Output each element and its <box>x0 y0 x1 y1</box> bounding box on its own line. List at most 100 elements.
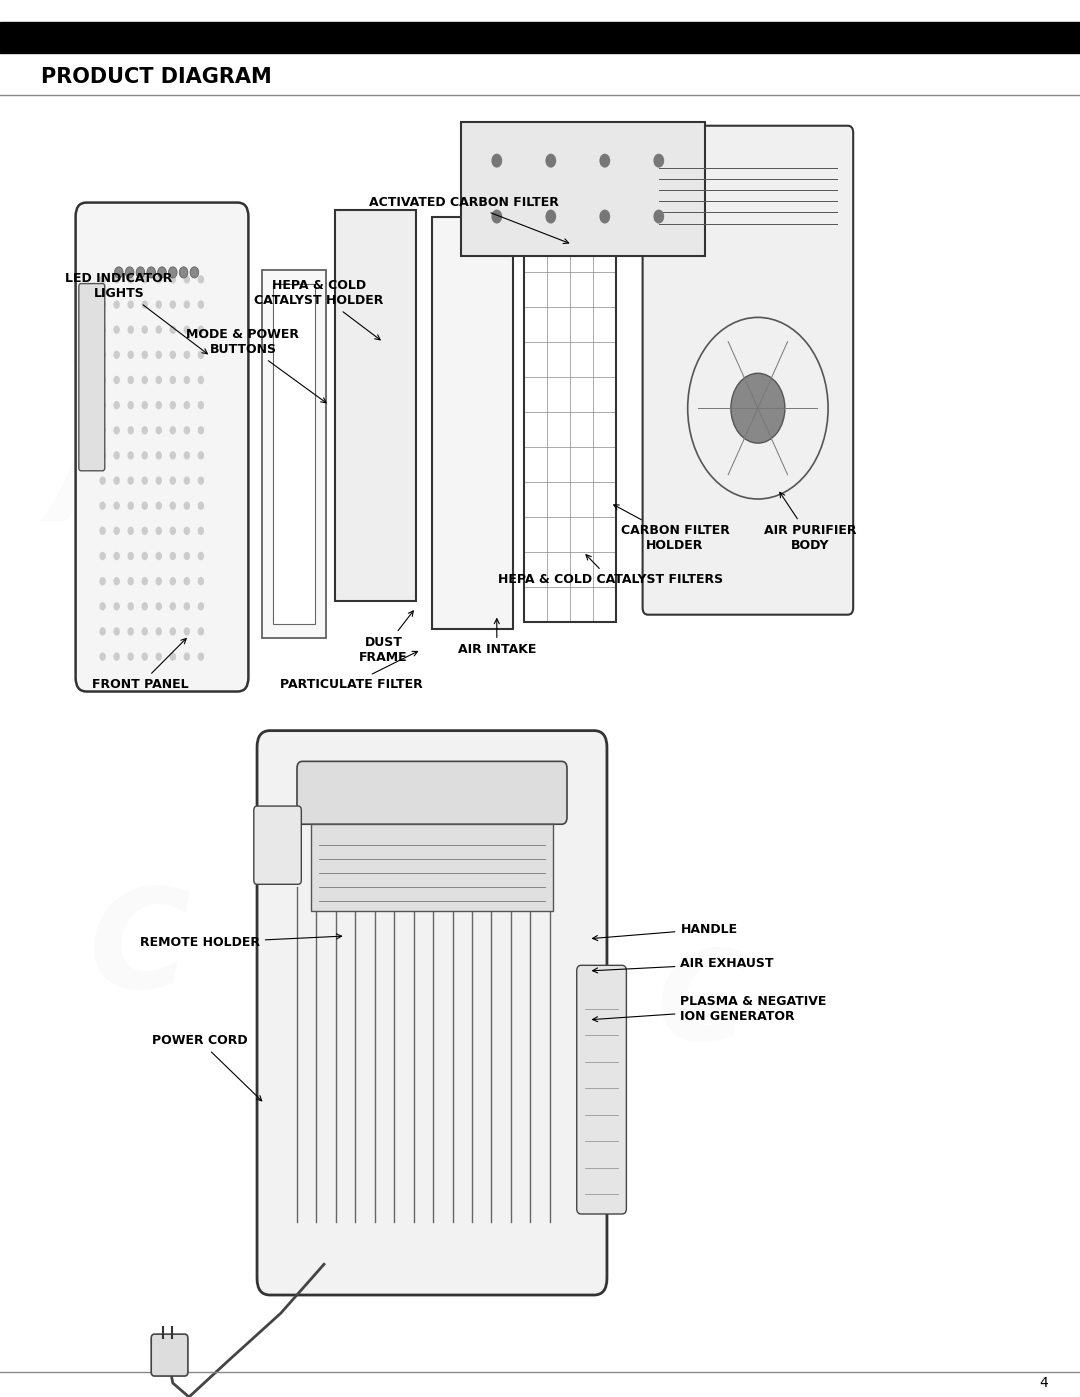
Circle shape <box>156 527 162 535</box>
Circle shape <box>99 652 106 661</box>
Text: MODE & POWER
BUTTONS: MODE & POWER BUTTONS <box>187 328 326 402</box>
Circle shape <box>184 451 190 460</box>
Circle shape <box>198 627 204 636</box>
Circle shape <box>156 275 162 284</box>
Circle shape <box>127 401 134 409</box>
Circle shape <box>184 527 190 535</box>
Text: CARBON FILTER
HOLDER: CARBON FILTER HOLDER <box>613 504 729 552</box>
Circle shape <box>113 476 120 485</box>
Circle shape <box>141 502 148 510</box>
Circle shape <box>156 451 162 460</box>
Circle shape <box>113 376 120 384</box>
Circle shape <box>184 476 190 485</box>
FancyBboxPatch shape <box>335 210 416 601</box>
Text: C: C <box>721 233 834 381</box>
Circle shape <box>127 577 134 585</box>
Circle shape <box>127 451 134 460</box>
Circle shape <box>198 451 204 460</box>
Circle shape <box>170 376 176 384</box>
Circle shape <box>127 326 134 334</box>
Circle shape <box>99 376 106 384</box>
Text: POWER CORD: POWER CORD <box>152 1034 261 1101</box>
Circle shape <box>184 577 190 585</box>
Circle shape <box>127 300 134 309</box>
Circle shape <box>113 275 120 284</box>
Circle shape <box>141 577 148 585</box>
Text: AIR EXHAUST: AIR EXHAUST <box>593 957 774 972</box>
Circle shape <box>184 602 190 610</box>
Circle shape <box>127 527 134 535</box>
Circle shape <box>141 426 148 434</box>
Circle shape <box>198 476 204 485</box>
Circle shape <box>127 652 134 661</box>
Circle shape <box>599 154 610 168</box>
Circle shape <box>170 502 176 510</box>
FancyBboxPatch shape <box>432 217 513 629</box>
FancyBboxPatch shape <box>577 965 626 1214</box>
Circle shape <box>168 267 177 278</box>
FancyBboxPatch shape <box>297 761 567 824</box>
Circle shape <box>170 627 176 636</box>
Circle shape <box>491 210 502 224</box>
Text: FRONT PANEL: FRONT PANEL <box>92 638 189 692</box>
Circle shape <box>113 552 120 560</box>
Circle shape <box>158 267 166 278</box>
Circle shape <box>198 426 204 434</box>
Circle shape <box>114 267 123 278</box>
Text: C: C <box>657 946 747 1066</box>
Circle shape <box>141 527 148 535</box>
Text: ACTIVATED CARBON FILTER: ACTIVATED CARBON FILTER <box>369 196 569 243</box>
Circle shape <box>184 552 190 560</box>
Circle shape <box>170 602 176 610</box>
Text: C: C <box>84 261 197 409</box>
Circle shape <box>125 267 134 278</box>
Circle shape <box>99 300 106 309</box>
Text: PRODUCT DIAGRAM: PRODUCT DIAGRAM <box>41 67 272 87</box>
Circle shape <box>141 627 148 636</box>
Circle shape <box>127 275 134 284</box>
Circle shape <box>156 502 162 510</box>
Circle shape <box>198 602 204 610</box>
Circle shape <box>113 401 120 409</box>
Circle shape <box>141 326 148 334</box>
Circle shape <box>141 275 148 284</box>
Circle shape <box>198 401 204 409</box>
Circle shape <box>170 300 176 309</box>
Text: ): ) <box>45 359 127 535</box>
Circle shape <box>731 373 785 443</box>
Text: REMOTE HOLDER: REMOTE HOLDER <box>139 935 341 950</box>
Text: 4: 4 <box>1039 1376 1048 1390</box>
Circle shape <box>156 577 162 585</box>
Circle shape <box>170 426 176 434</box>
Text: DUST
FRAME: DUST FRAME <box>359 610 414 664</box>
Circle shape <box>127 552 134 560</box>
Circle shape <box>156 376 162 384</box>
FancyBboxPatch shape <box>254 806 301 884</box>
Circle shape <box>156 326 162 334</box>
Circle shape <box>198 527 204 535</box>
Circle shape <box>141 552 148 560</box>
FancyBboxPatch shape <box>273 284 315 624</box>
Circle shape <box>198 351 204 359</box>
Circle shape <box>156 552 162 560</box>
Circle shape <box>127 602 134 610</box>
Circle shape <box>99 552 106 560</box>
Text: HEPA & COLD CATALYST FILTERS: HEPA & COLD CATALYST FILTERS <box>498 555 723 587</box>
Circle shape <box>113 351 120 359</box>
FancyBboxPatch shape <box>76 203 248 692</box>
Circle shape <box>198 300 204 309</box>
Circle shape <box>184 627 190 636</box>
Circle shape <box>184 351 190 359</box>
Circle shape <box>127 351 134 359</box>
Text: LED INDICATOR
LIGHTS: LED INDICATOR LIGHTS <box>65 272 207 353</box>
Circle shape <box>198 275 204 284</box>
Text: C: C <box>90 883 191 1017</box>
Circle shape <box>113 627 120 636</box>
Circle shape <box>184 502 190 510</box>
Circle shape <box>156 627 162 636</box>
Circle shape <box>99 476 106 485</box>
Circle shape <box>198 577 204 585</box>
Circle shape <box>198 326 204 334</box>
Text: HANDLE: HANDLE <box>593 922 738 940</box>
Circle shape <box>190 267 199 278</box>
